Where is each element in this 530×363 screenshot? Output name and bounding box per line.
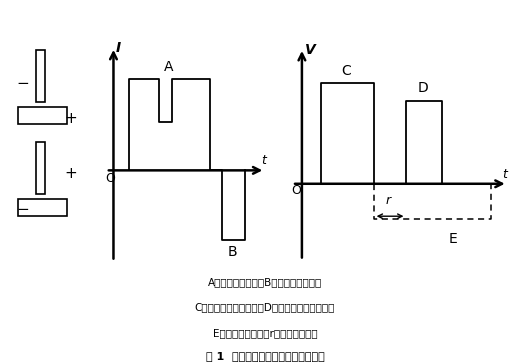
- Text: V: V: [305, 43, 316, 57]
- Text: −: −: [16, 202, 29, 217]
- Text: +: +: [65, 111, 77, 126]
- Bar: [19, 199, 67, 216]
- Text: C: C: [341, 64, 351, 78]
- Text: E：光谱触发信号；r：触发延迟时间: E：光谱触发信号；r：触发延迟时间: [213, 328, 317, 338]
- Text: O: O: [292, 184, 302, 197]
- Text: −: −: [16, 76, 29, 91]
- Text: E: E: [449, 232, 457, 246]
- Text: t: t: [502, 168, 508, 181]
- Bar: [19, 107, 67, 123]
- Text: r: r: [386, 195, 391, 207]
- Text: t: t: [261, 154, 266, 167]
- Text: 图 1  脉冲变极性弧焉电流及控制波形: 图 1 脉冲变极性弧焉电流及控制波形: [206, 351, 324, 362]
- Text: D: D: [418, 81, 429, 95]
- Bar: [36, 50, 45, 102]
- Text: C：直流正接控制脉冲；D：直流反接控制脉冲；: C：直流正接控制脉冲；D：直流反接控制脉冲；: [195, 302, 335, 313]
- Text: O: O: [105, 172, 115, 185]
- Text: A: A: [164, 60, 173, 74]
- Text: +: +: [65, 166, 77, 181]
- Text: A：直流正接脉冲；B：直流反接脉冲；: A：直流正接脉冲；B：直流反接脉冲；: [208, 277, 322, 287]
- Bar: [36, 143, 45, 195]
- Text: B: B: [227, 245, 237, 259]
- Text: I: I: [116, 41, 121, 56]
